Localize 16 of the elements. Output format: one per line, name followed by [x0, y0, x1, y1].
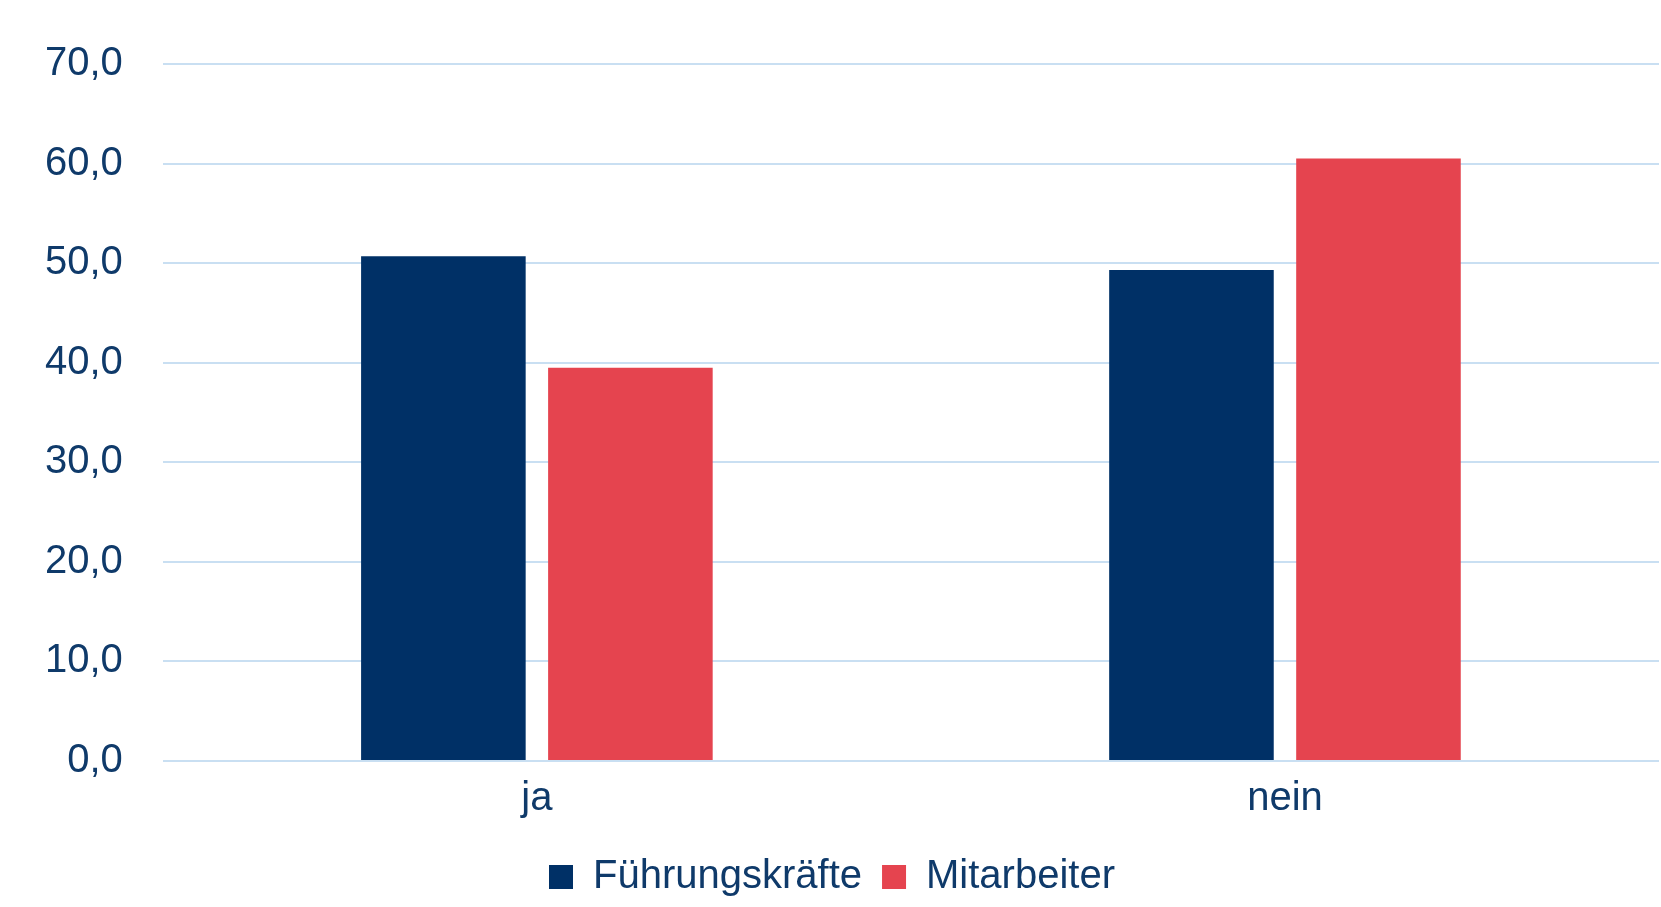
y-tick-label: 10,0: [44, 636, 123, 681]
y-tick-label: 0,0: [67, 736, 123, 781]
y-tick-label: 70,0: [44, 39, 123, 84]
x-tick-label: ja: [520, 774, 554, 819]
bar: [1109, 270, 1274, 760]
y-tick-label: 20,0: [44, 536, 123, 581]
y-tick-label: 40,0: [44, 337, 123, 382]
bar: [1296, 158, 1461, 760]
legend-label: Führungskräfte: [593, 852, 863, 897]
bar: [548, 367, 713, 760]
y-tick-label: 60,0: [44, 138, 123, 183]
y-tick-label: 50,0: [44, 238, 123, 283]
y-tick-label: 30,0: [44, 437, 123, 482]
legend-label: Mitarbeiter: [926, 852, 1115, 897]
x-tick-label: nein: [1247, 774, 1323, 819]
bar: [361, 256, 526, 760]
